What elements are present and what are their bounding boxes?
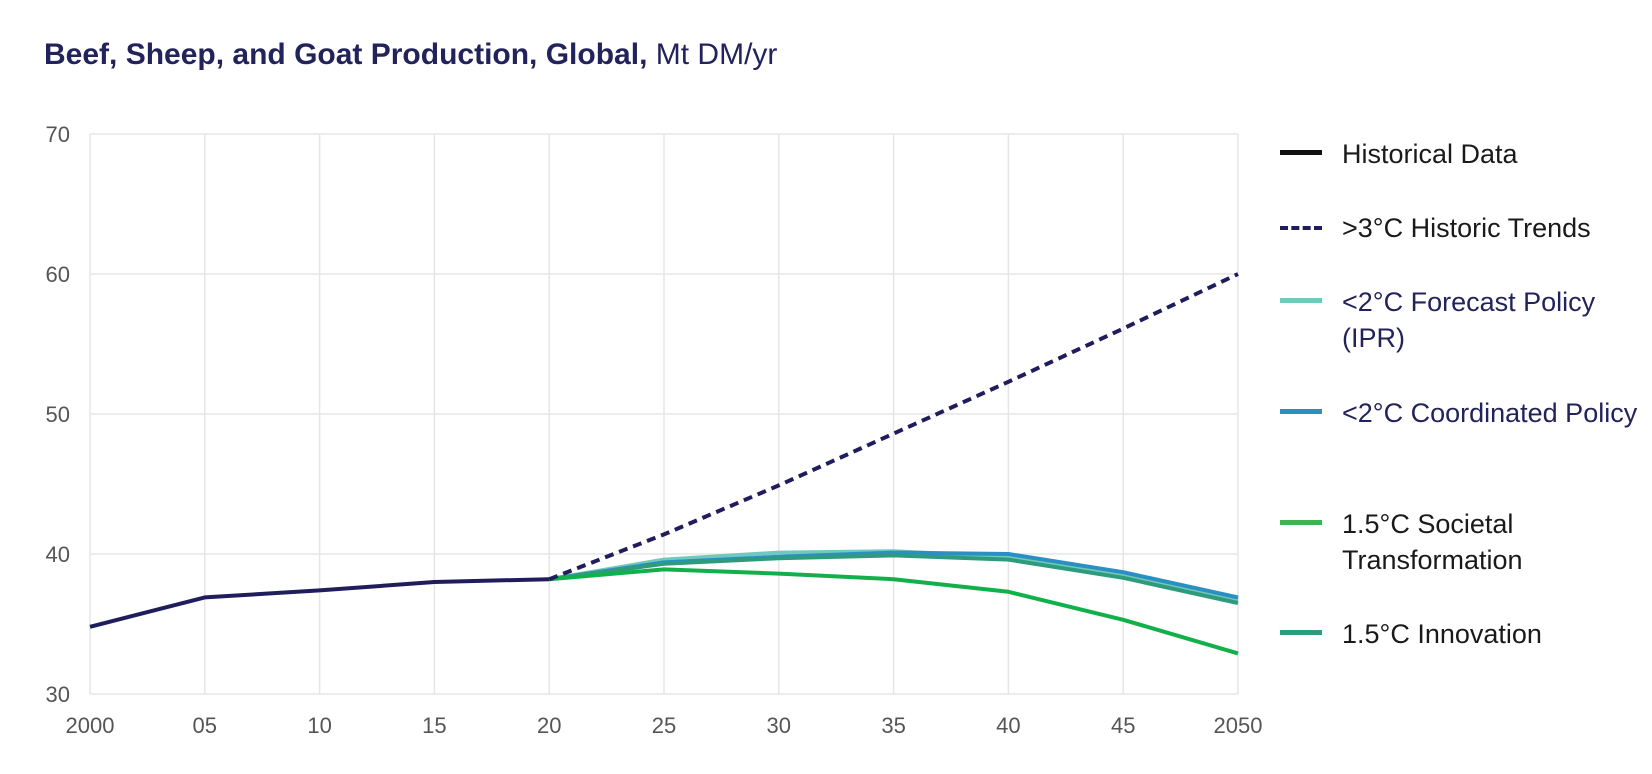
y-tick-label: 60 — [46, 262, 70, 287]
legend-swatch — [1280, 226, 1322, 230]
chart-title-unit: Mt DM/yr — [655, 38, 778, 71]
y-tick-label: 30 — [46, 682, 70, 707]
legend-label: <2°C Coordinated Policy — [1342, 398, 1638, 428]
x-tick-label: 45 — [1111, 713, 1135, 738]
legend-swatch — [1280, 150, 1322, 155]
series-line — [549, 567, 1239, 656]
x-tick-label: 40 — [996, 713, 1020, 738]
x-tick-label: 15 — [422, 713, 446, 738]
x-tick-label: 10 — [307, 713, 331, 738]
legend-label: >3°C Historic Trends — [1342, 213, 1591, 243]
x-tick-label: 2050 — [1214, 713, 1263, 738]
legend-label: <2°C Forecast Policy (IPR) — [1342, 287, 1596, 353]
legend-swatch — [1280, 520, 1322, 525]
legend-swatch — [1280, 630, 1322, 635]
y-tick-label: 50 — [46, 402, 70, 427]
x-tick-label: 2000 — [66, 713, 115, 738]
series-line — [89, 577, 550, 629]
chart-title-main: Beef, Sheep, and Goat Production, Global… — [44, 38, 648, 71]
legend-label: 1.5°C Societal Transformation — [1342, 509, 1523, 575]
series-line — [548, 553, 1239, 605]
legend-swatch — [1280, 298, 1322, 303]
x-tick-label: 20 — [537, 713, 561, 738]
legend-swatch — [1280, 409, 1322, 414]
legend-label: Historical Data — [1342, 139, 1518, 169]
x-tick-label: 30 — [767, 713, 791, 738]
x-tick-label: 25 — [652, 713, 676, 738]
legend-label: 1.5°C Innovation — [1342, 619, 1542, 649]
y-tick-label: 40 — [46, 542, 70, 567]
y-tick-label: 70 — [46, 122, 70, 147]
x-tick-label: 05 — [193, 713, 217, 738]
chart-title: Beef, Sheep, and Goat Production, Global… — [44, 38, 777, 72]
series-line — [548, 272, 1239, 582]
x-tick-label: 35 — [881, 713, 905, 738]
